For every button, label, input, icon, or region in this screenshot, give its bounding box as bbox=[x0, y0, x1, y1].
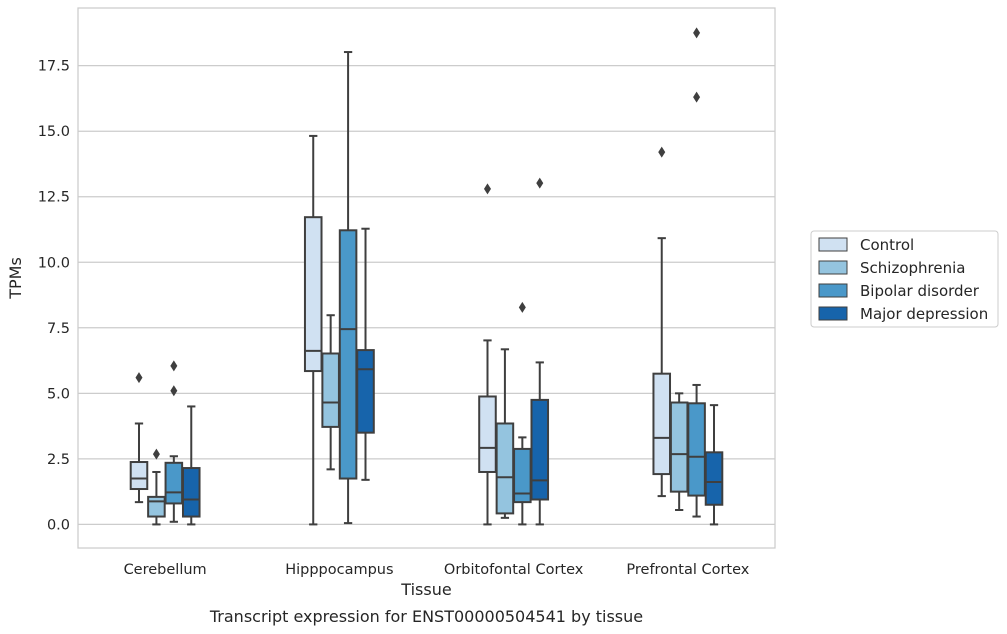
outlier-point bbox=[483, 183, 491, 195]
box-1-0 bbox=[303, 134, 323, 526]
grid-lines bbox=[78, 65, 775, 526]
legend-frame bbox=[810, 230, 999, 328]
legend-label: Schizophrenia bbox=[860, 259, 965, 277]
boxes bbox=[129, 27, 724, 526]
legend-label: Bipolar disorder bbox=[860, 282, 980, 300]
box-body bbox=[669, 401, 689, 493]
box-body bbox=[687, 402, 706, 497]
outlier-point bbox=[693, 91, 701, 103]
outlier-point bbox=[152, 448, 160, 460]
box-1-1 bbox=[321, 314, 340, 471]
y-tick-label: 15.0 bbox=[38, 124, 70, 140]
y-axis-label: TPMs bbox=[6, 257, 25, 300]
box-body bbox=[704, 451, 724, 506]
chart-title: Transcript expression for ENST0000050454… bbox=[209, 607, 643, 626]
y-tick-label: 7.5 bbox=[47, 321, 70, 337]
legend-label: Control bbox=[860, 236, 914, 254]
box-1-3 bbox=[356, 227, 375, 481]
y-tick-label: 17.5 bbox=[38, 59, 70, 75]
y-tick-label: 10.0 bbox=[38, 255, 70, 271]
y-tick-label: 0.0 bbox=[47, 517, 70, 533]
outlier-point bbox=[518, 301, 526, 313]
x-tick-label: Hipppocampus bbox=[285, 562, 393, 578]
x-tick-label: Prefrontal Cortex bbox=[626, 562, 749, 578]
box-body bbox=[478, 395, 497, 473]
box-body bbox=[495, 422, 515, 515]
y-tick-label: 2.5 bbox=[47, 452, 70, 468]
box-body bbox=[530, 398, 550, 501]
outlier-point bbox=[170, 385, 178, 397]
box-0-0 bbox=[129, 372, 149, 504]
legend: Control Schizophrenia Bipolar disorder Majo… bbox=[810, 230, 999, 328]
legend-swatch bbox=[818, 260, 848, 275]
outlier-point bbox=[658, 146, 666, 158]
outlier-point bbox=[170, 360, 178, 372]
legend-swatch bbox=[818, 283, 848, 298]
outlier-point bbox=[135, 372, 143, 384]
legend-swatch bbox=[818, 237, 848, 252]
x-tick-labels: Cerebellum Hipppocampus Orbitofontal Corte… bbox=[124, 562, 750, 578]
plot-frame bbox=[77, 7, 776, 549]
box-0-2 bbox=[164, 360, 184, 523]
legend-swatch bbox=[818, 306, 848, 321]
y-tick-label: 12.5 bbox=[38, 190, 70, 206]
box-2-1 bbox=[495, 348, 515, 519]
box-3-2 bbox=[687, 27, 706, 518]
box-body bbox=[356, 349, 375, 434]
y-tick-label: 5.0 bbox=[47, 386, 70, 402]
y-tick-labels: 0.0 2.5 5.0 7.5 10.0 12.5 15.0 17.5 bbox=[38, 59, 70, 534]
x-tick-label: Orbitofontal Cortex bbox=[444, 562, 584, 578]
legend-label: Major depression bbox=[860, 305, 988, 323]
box-body bbox=[321, 352, 340, 428]
box-1-2 bbox=[338, 51, 358, 525]
box-body bbox=[129, 461, 149, 491]
box-0-1 bbox=[147, 448, 166, 526]
box-body bbox=[181, 467, 201, 518]
box-3-1 bbox=[669, 392, 689, 511]
outlier-point bbox=[693, 27, 701, 39]
box-3-0 bbox=[652, 146, 672, 498]
box-2-2 bbox=[513, 301, 532, 526]
box-body bbox=[338, 229, 358, 480]
box-2-3 bbox=[530, 177, 550, 526]
box-body bbox=[303, 216, 323, 373]
box-0-3 bbox=[181, 405, 201, 526]
box-3-3 bbox=[704, 404, 724, 526]
x-axis-label: Tissue bbox=[400, 580, 451, 599]
x-tick-label: Cerebellum bbox=[124, 562, 207, 578]
box-body bbox=[652, 372, 672, 476]
box-2-0 bbox=[478, 183, 497, 526]
box-body bbox=[147, 495, 166, 518]
box-body bbox=[164, 461, 184, 505]
outlier-point bbox=[536, 177, 544, 189]
